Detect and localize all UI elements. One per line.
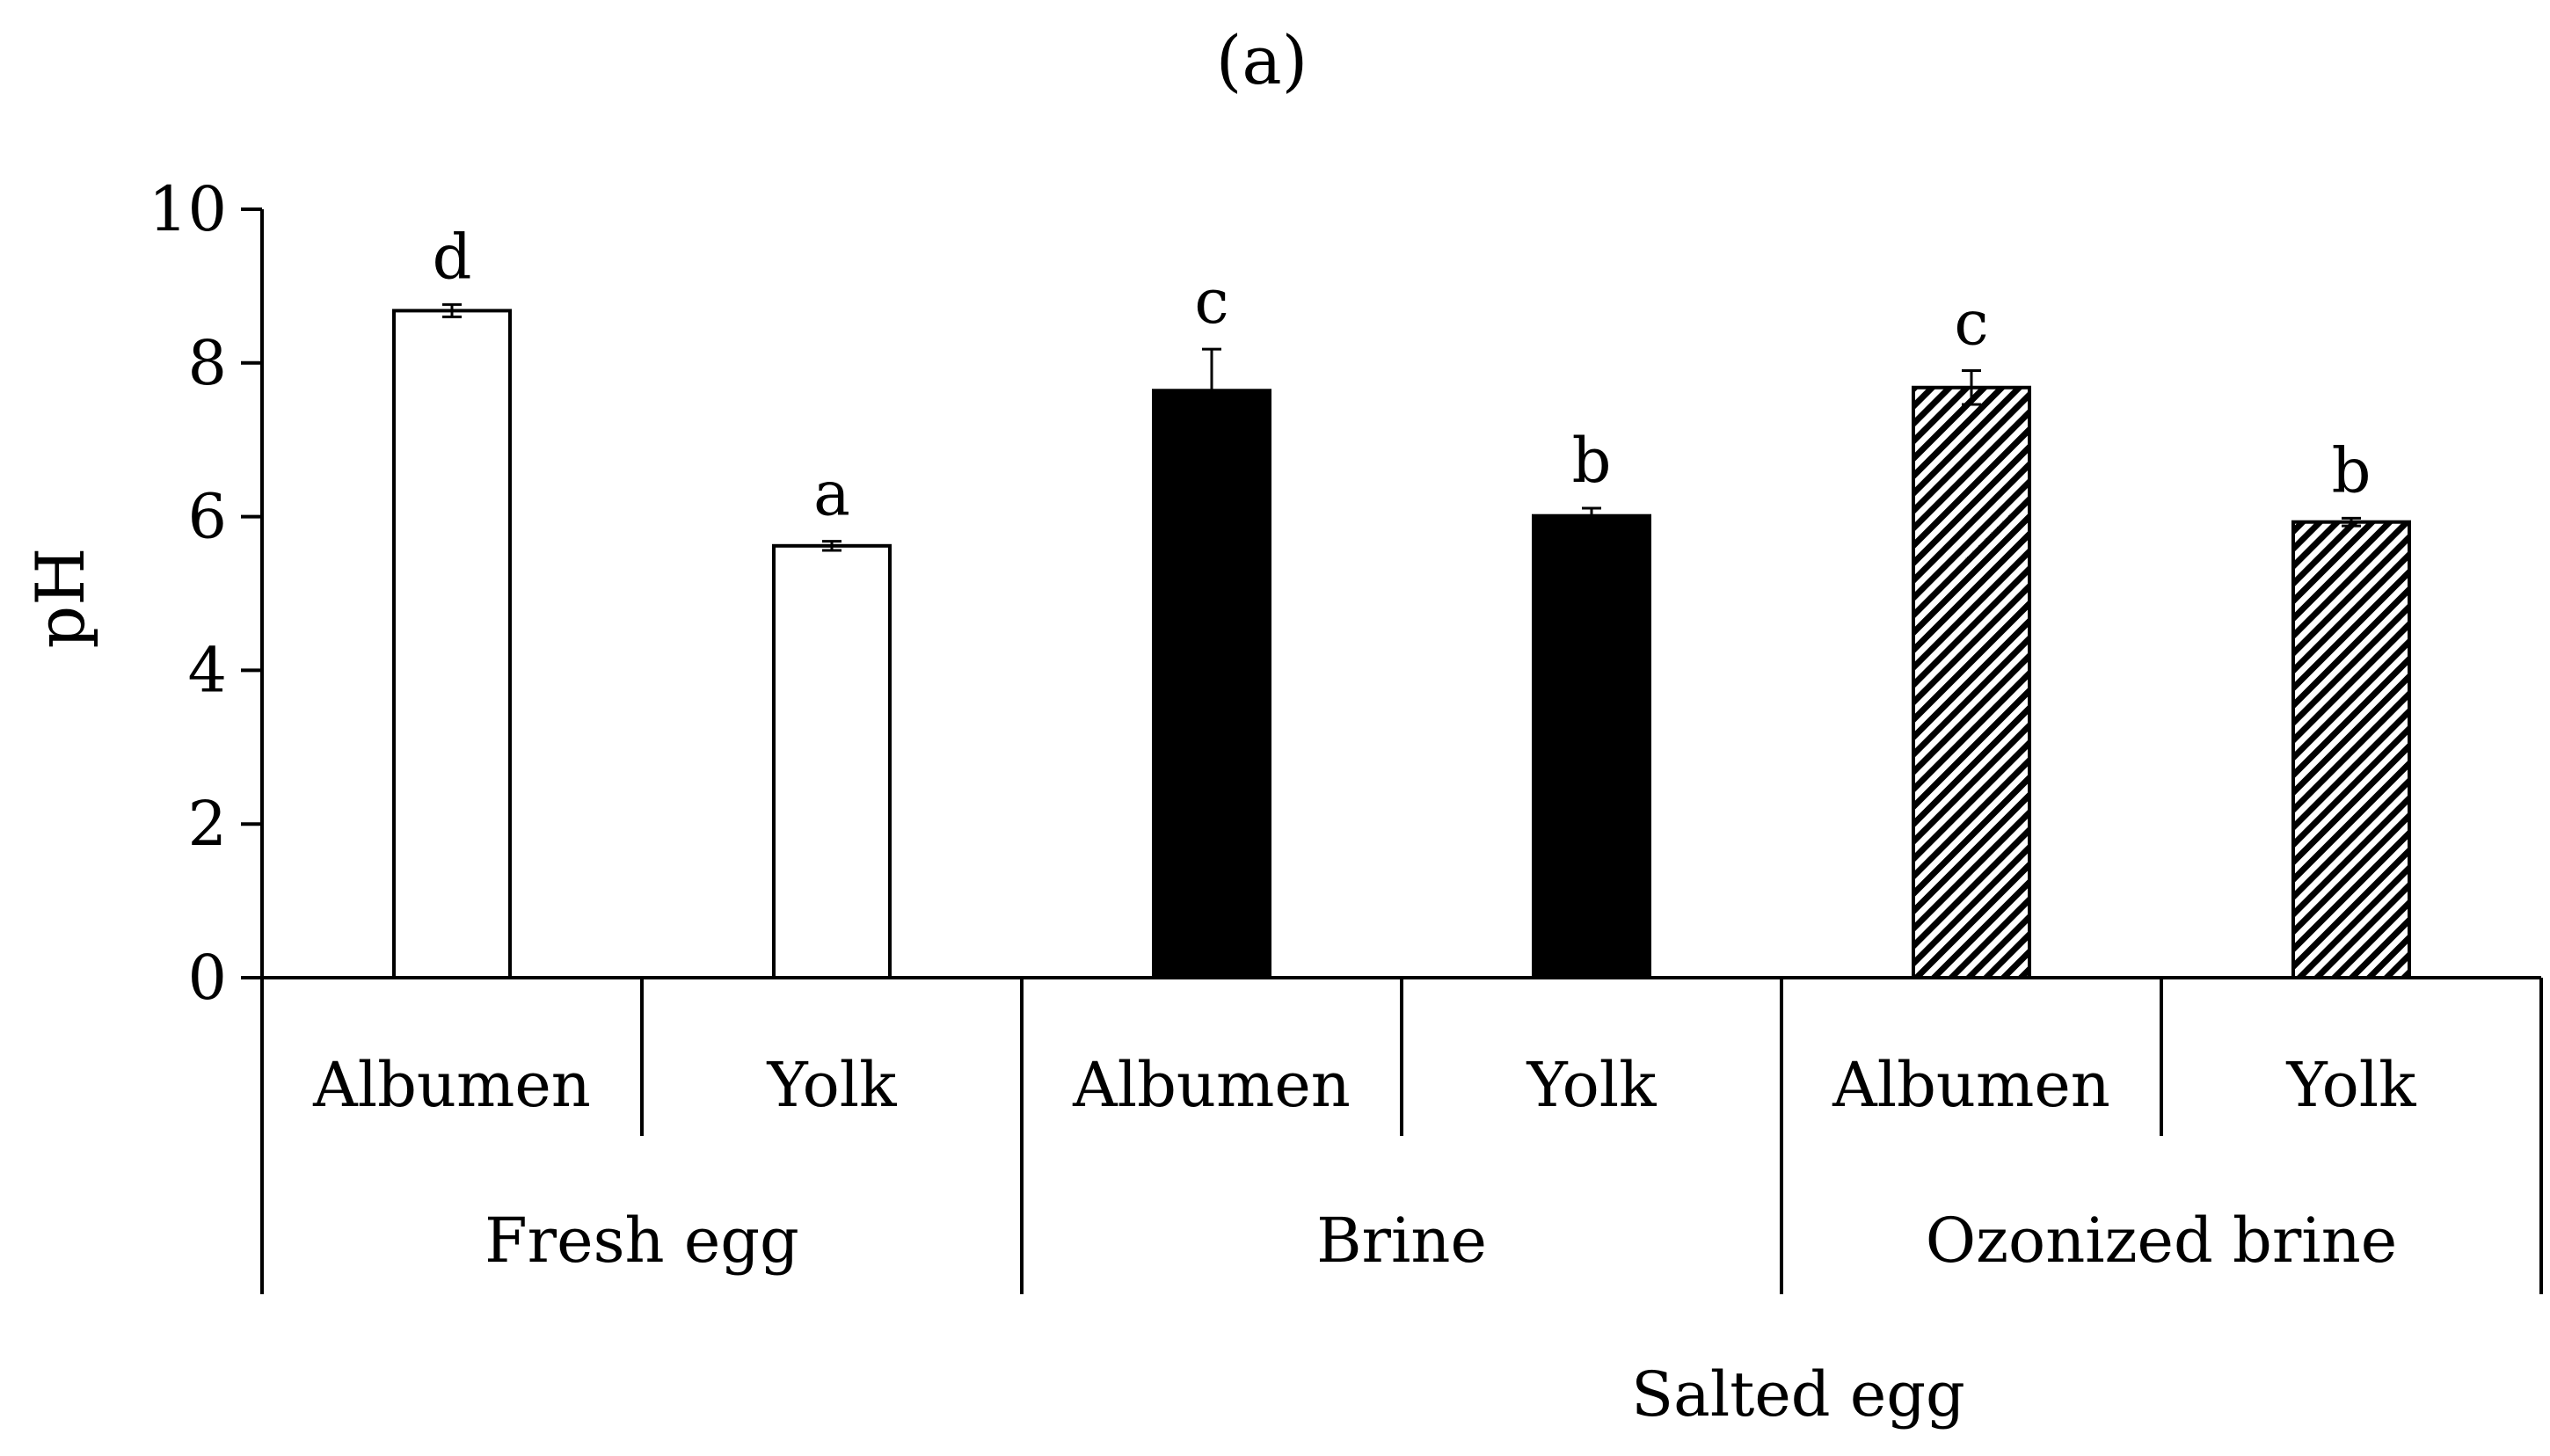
x-axis-label: Salted egg [1631, 1358, 1965, 1431]
bar [392, 309, 512, 980]
chart-title: (a) [1216, 21, 1308, 99]
y-tick-label: 2 [187, 788, 227, 860]
bar [772, 543, 892, 979]
significance-letter: b [1572, 425, 1612, 497]
group-label: Brine [1316, 1205, 1487, 1277]
y-tick-label: 10 [149, 173, 227, 245]
significance-letter: a [813, 458, 850, 530]
bar [1152, 389, 1271, 980]
category-label: Albumen [1072, 1049, 1351, 1121]
category-label: Albumen [312, 1049, 591, 1121]
y-tick-label: 6 [187, 481, 227, 553]
category-label: Yolk [766, 1049, 897, 1121]
bar [1532, 513, 1651, 979]
y-tick-label: 4 [187, 634, 227, 706]
group-label: Fresh egg [484, 1205, 799, 1277]
group-label: Ozonized brine [1926, 1205, 2397, 1277]
significance-letter: b [2332, 434, 2372, 506]
bar [1912, 385, 2031, 979]
significance-letter: c [1954, 288, 1988, 360]
category-label: Albumen [1832, 1049, 2110, 1121]
bar [2291, 520, 2411, 979]
significance-letter: c [1194, 266, 1228, 338]
y-axis-label: pH [21, 548, 99, 649]
plot-area: 0 2 4 6 8 10 d Albumen a Yolk c Albumen b Yolk c Albume… [149, 173, 2543, 1294]
significance-letter: d [433, 221, 472, 293]
y-tick-label: 0 [187, 942, 227, 1014]
category-label: Yolk [1526, 1049, 1657, 1121]
category-label: Yolk [2285, 1049, 2416, 1121]
y-tick-label: 8 [187, 327, 227, 399]
